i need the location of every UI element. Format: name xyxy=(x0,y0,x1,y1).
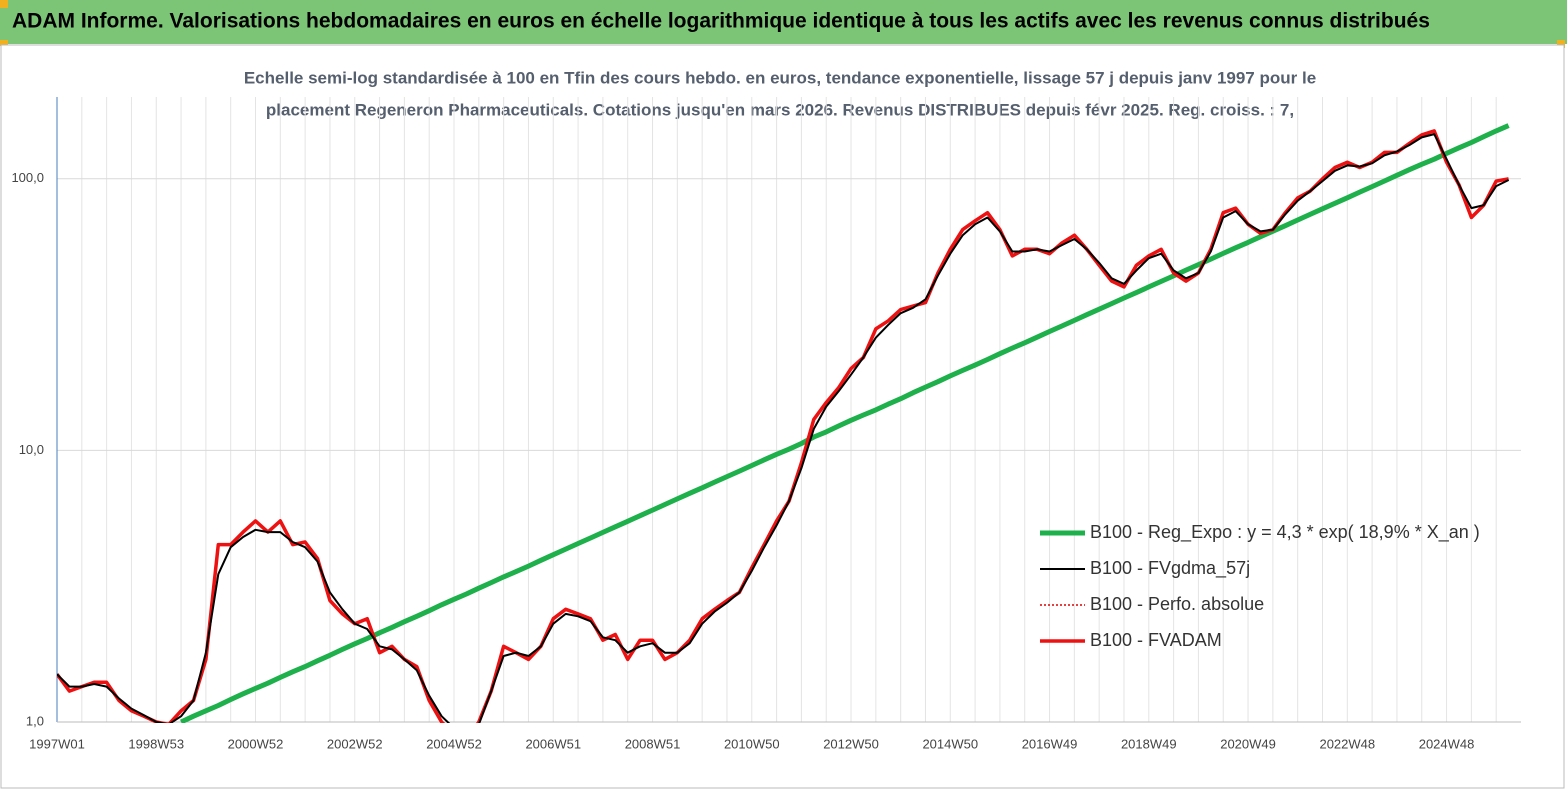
series-line xyxy=(57,133,1510,723)
x-tick-label: 2008W51 xyxy=(625,736,681,751)
x-tick-label: 2000W52 xyxy=(228,736,284,751)
x-tick-label: 2016W49 xyxy=(1022,736,1078,751)
x-tick-label: 2024W48 xyxy=(1419,736,1475,751)
header-title: ADAM Informe. Valorisations hebdomadaire… xyxy=(12,10,1430,33)
plot-frame xyxy=(0,44,1565,789)
corner xyxy=(1557,40,1565,48)
corner xyxy=(0,0,8,8)
series-line xyxy=(180,123,1510,723)
x-tick-label: 1997W01 xyxy=(29,736,85,751)
y-tick-label: 100,0 xyxy=(11,170,44,185)
x-tick-label: 2014W50 xyxy=(922,736,978,751)
y-tick-label: 10,0 xyxy=(19,442,44,457)
x-tick-label: 2004W52 xyxy=(426,736,482,751)
x-tick-label: 2010W50 xyxy=(724,736,780,751)
x-tick-label: 2022W48 xyxy=(1319,736,1375,751)
header-bar xyxy=(0,0,1567,44)
legend-label: B100 - FVADAM xyxy=(1090,630,1222,650)
legend-label: B100 - Perfo. absolue xyxy=(1090,594,1264,614)
y-tick-label: 1,0 xyxy=(26,713,44,728)
x-tick-label: 2020W49 xyxy=(1220,736,1276,751)
x-tick-label: 2018W49 xyxy=(1121,736,1177,751)
x-tick-label: 2012W50 xyxy=(823,736,879,751)
chart-title: placement Regeneron Pharmaceuticals. Cot… xyxy=(266,100,1294,119)
x-tick-label: 2006W51 xyxy=(525,736,581,751)
x-tick-label: 1998W53 xyxy=(128,736,184,751)
chart-title: Echelle semi-log standardisée à 100 en T… xyxy=(244,68,1316,87)
plot-lines xyxy=(57,123,1510,723)
legend-label: B100 - Reg_Expo : y = 4,3 * exp( 18,9% *… xyxy=(1090,522,1480,543)
x-tick-label: 2002W52 xyxy=(327,736,383,751)
corner xyxy=(0,40,8,46)
legend-label: B100 - FVgdma_57j xyxy=(1090,558,1250,579)
